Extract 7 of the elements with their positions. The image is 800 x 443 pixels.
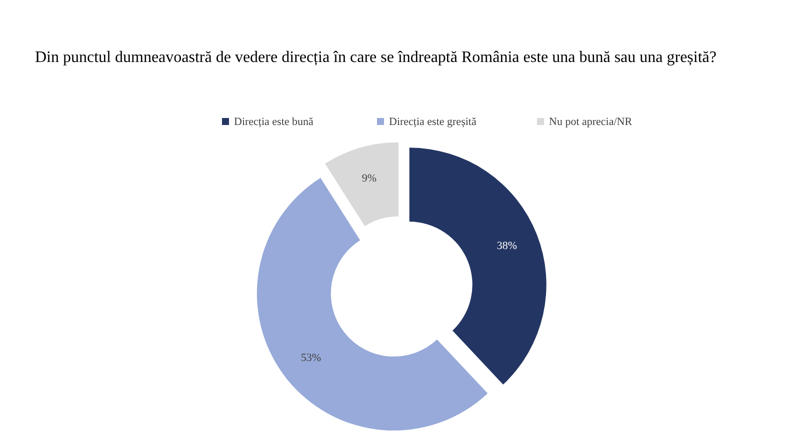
data-label: 9%: [362, 172, 377, 185]
legend-label: Direcția este bună: [234, 116, 314, 128]
legend-label: Direcția este greșită: [389, 116, 476, 128]
legend-label: Nu pot aprecia/NR: [549, 116, 633, 128]
data-label: 53%: [300, 352, 321, 364]
chart-title: Din punctul dumneavoastră de vedere direcția în care se îndreaptă România este una bună sau una greșită?: [35, 49, 716, 66]
data-label: 38%: [496, 240, 518, 252]
